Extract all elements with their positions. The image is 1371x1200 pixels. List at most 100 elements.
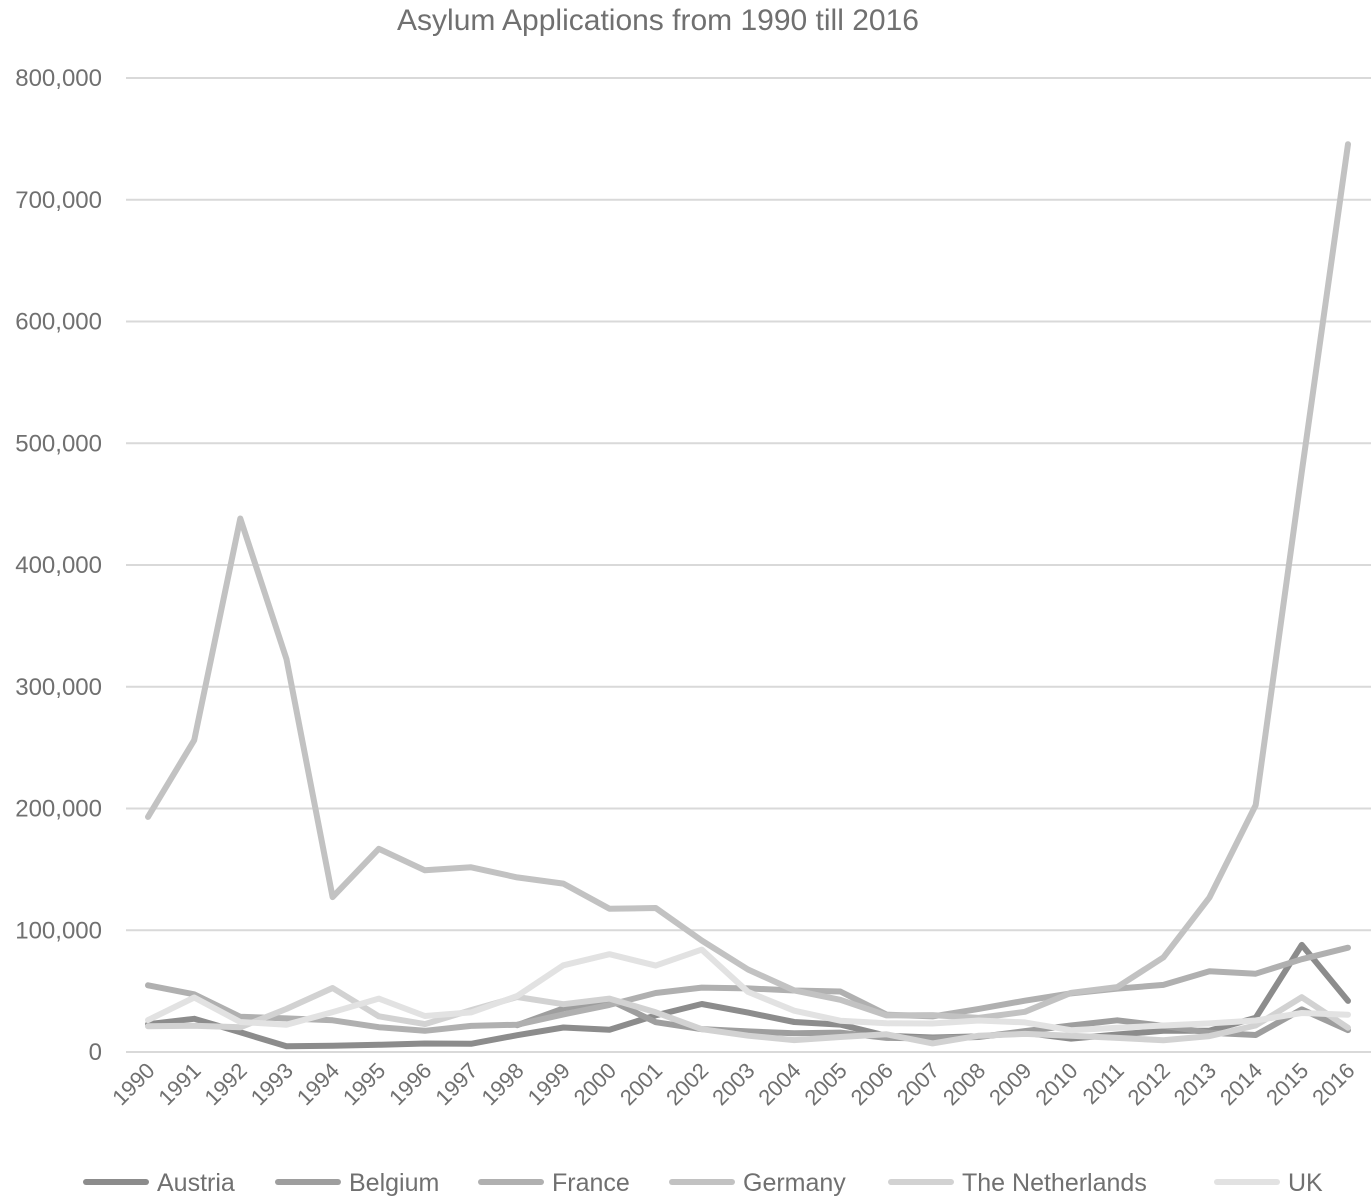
legend-item[interactable]: The Netherlands [888,1169,1147,1197]
data-point [793,1039,795,1041]
data-point [701,949,703,951]
data-point [793,989,795,991]
legend-item[interactable]: France [478,1169,630,1197]
data-point [147,816,149,818]
x-tick-label: 2003 [707,1058,759,1110]
y-tick-label: 800,000 [15,65,102,92]
data-point [793,1021,795,1023]
x-tick-label: 1999 [523,1058,575,1110]
data-point [193,1018,195,1020]
y-tick-label: 300,000 [15,674,102,701]
x-tick-label: 2011 [1078,1058,1129,1109]
legend-item[interactable]: Belgium [275,1169,439,1197]
x-tick-label: 1998 [476,1058,528,1110]
x-tick-label: 2000 [569,1058,621,1110]
data-point [655,965,657,967]
data-point [562,964,564,966]
data-point [701,987,703,989]
data-point [378,1015,380,1017]
data-point [470,1025,472,1027]
data-point [1024,1021,1026,1023]
data-point [932,1023,934,1025]
legend-label: The Netherlands [962,1169,1147,1197]
x-tick-label: 2016 [1307,1058,1359,1110]
x-axis-tick-labels: 1990199119921993199419951996199719981999… [107,1058,1359,1110]
x-tick-label: 2013 [1169,1058,1221,1110]
data-point [239,1021,241,1023]
data-point [1116,986,1118,988]
data-point [1301,944,1303,946]
legend-label: Austria [157,1169,235,1197]
data-point [285,1017,287,1019]
x-tick-label: 1992 [200,1058,252,1110]
data-point [655,1021,657,1023]
data-point [655,992,657,994]
data-point [424,1042,426,1044]
data-point [562,1013,564,1015]
data-point [1209,896,1211,898]
x-tick-label: 1990 [107,1058,159,1110]
chart-title: Asylum Applications from 1990 till 2016 [397,4,919,37]
data-point [839,1024,841,1026]
x-tick-label: 1997 [430,1058,482,1110]
x-tick-label: 2002 [661,1058,713,1110]
data-point [378,1026,380,1028]
data-point [978,1035,980,1037]
data-point [193,996,195,998]
data-point [1116,1037,1118,1039]
data-point [1162,1039,1164,1041]
data-point [332,1045,334,1047]
data-point [332,1019,334,1021]
x-tick-label: 2006 [846,1058,898,1110]
data-point [516,1024,518,1026]
data-point [655,1011,657,1013]
data-point [978,1019,980,1021]
data-point [424,869,426,871]
data-point [1070,1029,1072,1031]
legend-item[interactable]: Austria [83,1169,235,1197]
data-point [1162,1030,1164,1032]
legend[interactable]: Austria Belgium France Germany The Netherlan… [83,1169,1323,1197]
x-tick-label: 2004 [753,1058,805,1110]
legend-item[interactable]: Germany [669,1169,846,1197]
data-point [885,1014,887,1016]
data-point [1347,1014,1349,1016]
data-point [285,1008,287,1010]
y-tick-label: 700,000 [15,187,102,214]
y-tick-label: 100,000 [15,917,102,944]
data-point [1347,947,1349,949]
legend-label: Belgium [349,1169,439,1197]
x-tick-label: 1993 [246,1058,298,1110]
data-point [978,1008,980,1010]
data-point [839,1020,841,1022]
legend-label: France [552,1169,630,1197]
x-tick-label: 1994 [292,1058,344,1110]
data-point [793,1010,795,1012]
data-point [747,991,749,993]
data-point [609,1029,611,1031]
legend-item[interactable]: UK [1214,1169,1323,1197]
data-point [1347,1027,1349,1029]
data-point [239,517,241,519]
data-point [562,883,564,885]
data-point [378,848,380,850]
data-point [609,908,611,910]
data-point [193,1025,195,1027]
data-point [1255,1019,1257,1021]
data-point [378,998,380,1000]
series-line [145,141,1351,1021]
data-point [1301,1008,1303,1010]
data-point [1301,958,1303,960]
legend-label: UK [1288,1169,1323,1197]
data-point [424,1030,426,1032]
data-point [701,1003,703,1005]
data-point [285,1045,287,1047]
data-point [1024,1000,1026,1002]
grid-lines [126,77,1371,1053]
x-tick-label: 1995 [338,1058,390,1110]
data-point [1255,1024,1257,1026]
data-point [147,1019,149,1021]
data-point [1301,471,1303,473]
